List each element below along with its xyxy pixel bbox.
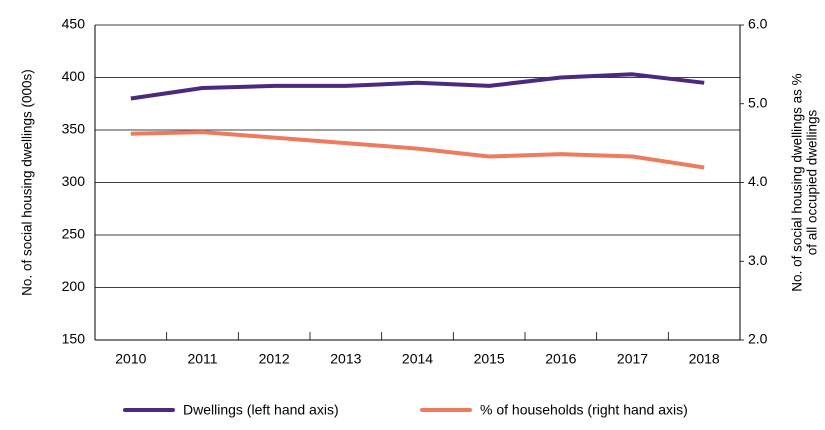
y2-tick-label: 5.0 — [748, 94, 768, 110]
x-tick-label: 2013 — [330, 351, 361, 367]
legend-label: Dwellings (left hand axis) — [183, 402, 339, 418]
legend-label: % of households (right hand axis) — [480, 402, 688, 418]
y-tick-label: 200 — [62, 278, 86, 294]
y-tick-label: 450 — [62, 16, 86, 32]
y-tick-label: 400 — [62, 68, 86, 84]
x-tick-label: 2011 — [187, 351, 217, 367]
line-series — [130, 72, 705, 101]
y-tick-label: 300 — [62, 173, 86, 189]
x-tick-label: 2017 — [617, 351, 648, 367]
y2-axis-title: of all occupied dwellings — [805, 109, 820, 255]
x-tick-label: 2018 — [689, 351, 720, 367]
y2-tick-label: 2.0 — [748, 331, 768, 347]
y2-tick-label: 3.0 — [748, 252, 768, 268]
x-tick-label: 2010 — [115, 351, 146, 367]
x-tick-label: 2014 — [402, 351, 433, 367]
x-tick-label: 2015 — [474, 351, 505, 367]
y2-tick-label: 4.0 — [748, 173, 768, 189]
y-tick-label: 150 — [62, 331, 86, 347]
x-tick-label: 2012 — [259, 351, 290, 367]
y2-axis-title: No. of social housing dwellings as % — [790, 73, 805, 291]
y-tick-label: 250 — [62, 226, 86, 242]
x-tick-label: 2016 — [545, 351, 576, 367]
y-axis-title: No. of social housing dwellings (000s) — [20, 69, 35, 296]
y-tick-label: 350 — [62, 121, 86, 137]
y2-tick-label: 6.0 — [748, 16, 768, 32]
line-series — [130, 130, 705, 170]
